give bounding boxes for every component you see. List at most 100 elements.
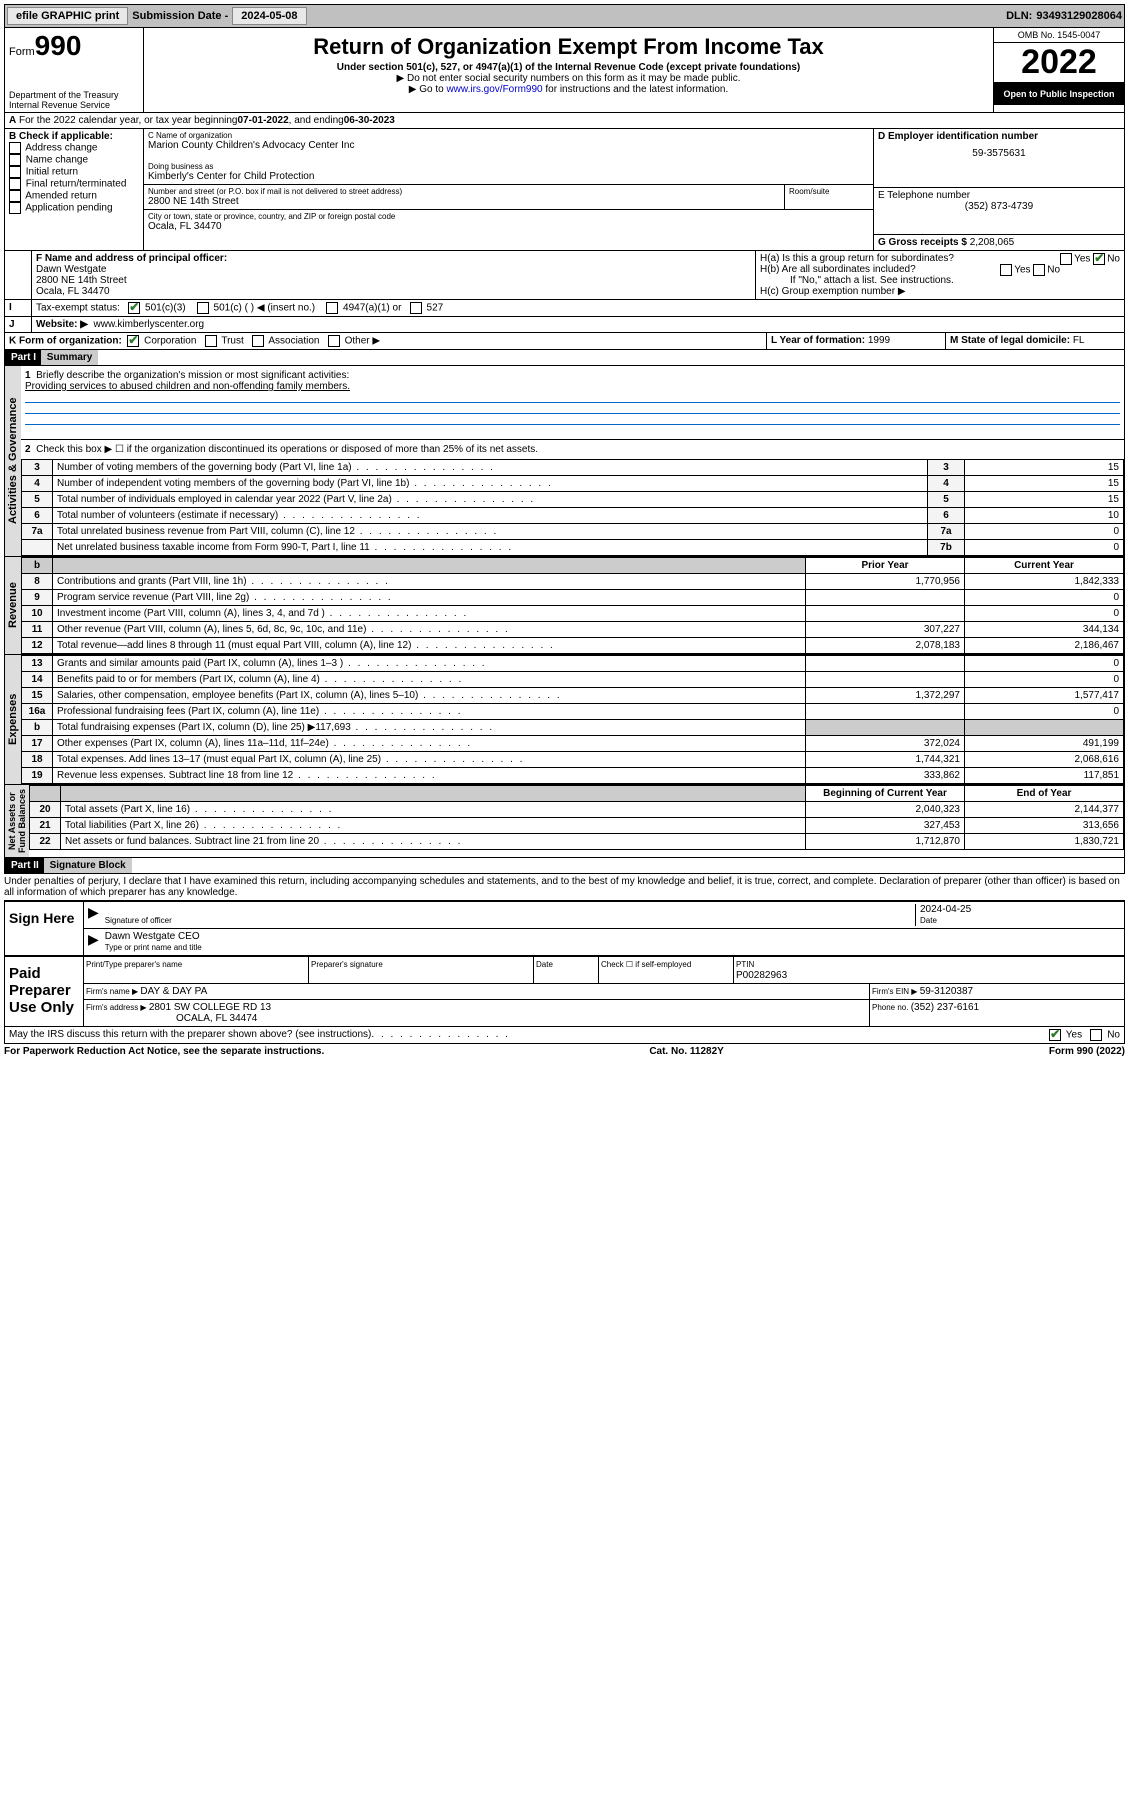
- officer-street: 2800 NE 14th Street: [36, 275, 127, 286]
- hb-no-checkbox[interactable]: [1033, 264, 1045, 276]
- arrow-icon: ▶: [88, 904, 99, 926]
- state-domicile-value: FL: [1073, 335, 1085, 346]
- h-a: H(a) Is this a group return for subordin…: [760, 253, 954, 264]
- form-org-label: K Form of organization:: [9, 336, 122, 347]
- other-checkbox[interactable]: [328, 335, 340, 347]
- state-domicile-label: M State of legal domicile:: [950, 335, 1073, 346]
- dba-label: Doing business as: [148, 162, 869, 171]
- perjury-declaration: Under penalties of perjury, I declare th…: [4, 874, 1125, 900]
- boxb-checkbox[interactable]: [9, 154, 21, 166]
- part-ii-header: Part II: [5, 858, 45, 873]
- sign-here-label: Sign Here: [5, 902, 83, 955]
- dept-treasury: Department of the Treasury Internal Reve…: [9, 90, 139, 110]
- line-a-period: A For the 2022 calendar year, or tax yea…: [4, 113, 1125, 129]
- vlabel-governance: Activities & Governance: [5, 366, 21, 556]
- 527-checkbox[interactable]: [410, 302, 422, 314]
- dln-value: 93493129028064: [1036, 10, 1122, 22]
- form-of-org-row: K Form of organization: Corporation Trus…: [4, 333, 1125, 350]
- signature-block: Sign Here ▶ Signature of officer 2024-04…: [4, 900, 1125, 956]
- arrow-icon: ▶: [88, 931, 99, 953]
- paid-preparer-block: Paid Preparer Use Only Print/Type prepar…: [4, 956, 1125, 1027]
- h-b-note: If "No," attach a list. See instructions…: [760, 275, 1120, 286]
- 501c-checkbox[interactable]: [197, 302, 209, 314]
- may-irs-row: May the IRS discuss this return with the…: [4, 1027, 1125, 1044]
- open-inspection: Open to Public Inspection: [994, 83, 1124, 105]
- efile-print-button[interactable]: efile GRAPHIC print: [7, 7, 128, 25]
- netassets-table: Beginning of Current YearEnd of Year20To…: [29, 785, 1124, 850]
- firm-addr2: OCALA, FL 34474: [176, 1013, 257, 1024]
- entity-block: B Check if applicable: Address change Na…: [4, 129, 1125, 251]
- footer-left: For Paperwork Reduction Act Notice, see …: [4, 1046, 324, 1057]
- note-link: ▶ Go to www.irs.gov/Form990 for instruct…: [148, 84, 989, 95]
- vlabel-revenue: Revenue: [5, 557, 21, 654]
- sig-date: 2024-04-25: [920, 904, 971, 915]
- year-formation-label: L Year of formation:: [771, 335, 868, 346]
- governance-table: 3Number of voting members of the governi…: [21, 459, 1124, 556]
- gross-receipts-value: 2,208,065: [970, 237, 1015, 248]
- part-i-header: Part I: [5, 350, 42, 365]
- form-subtitle: Under section 501(c), 527, or 4947(a)(1)…: [148, 62, 989, 73]
- paid-preparer-label: Paid Preparer Use Only: [5, 957, 83, 1026]
- trust-checkbox[interactable]: [205, 335, 217, 347]
- boxb-checkbox[interactable]: [9, 202, 21, 214]
- revenue-table: bPrior YearCurrent Year8Contributions an…: [21, 557, 1124, 654]
- irs-yes-checkbox[interactable]: [1049, 1029, 1061, 1041]
- 4947-checkbox[interactable]: [326, 302, 338, 314]
- city-label: City or town, state or province, country…: [148, 212, 869, 221]
- top-toolbar: efile GRAPHIC print Submission Date - 20…: [4, 4, 1125, 28]
- irs-link[interactable]: www.irs.gov/Form990: [446, 84, 542, 95]
- website-label: Website: ▶: [36, 319, 88, 330]
- firm-ein: 59-3120387: [920, 986, 973, 997]
- irs-no-checkbox[interactable]: [1090, 1029, 1102, 1041]
- ein-label: D Employer identification number: [878, 131, 1038, 142]
- assoc-checkbox[interactable]: [252, 335, 264, 347]
- tax-year: 2022: [994, 43, 1124, 83]
- hb-yes-checkbox[interactable]: [1000, 264, 1012, 276]
- boxb-checkbox[interactable]: [9, 166, 21, 178]
- note-ssn: ▶ Do not enter social security numbers o…: [148, 73, 989, 84]
- h-c: H(c) Group exemption number ▶: [760, 286, 1120, 297]
- boxb-checkbox[interactable]: [9, 142, 21, 154]
- ein-value: 59-3575631: [878, 148, 1120, 159]
- expenses-table: 13Grants and similar amounts paid (Part …: [21, 655, 1124, 784]
- firm-name: DAY & DAY PA: [140, 986, 207, 997]
- form-number: Form990: [9, 30, 139, 62]
- org-name-label: C Name of organization: [148, 131, 869, 140]
- line2-text: Check this box ▶ ☐ if the organization d…: [36, 444, 538, 455]
- box-b-label: B Check if applicable:: [9, 131, 113, 142]
- footer-mid: Cat. No. 11282Y: [649, 1046, 723, 1057]
- org-name: Marion County Children's Advocacy Center…: [148, 140, 869, 151]
- page-footer: For Paperwork Reduction Act Notice, see …: [4, 1044, 1125, 1057]
- ha-yes-checkbox[interactable]: [1060, 253, 1072, 265]
- line1-label: Briefly describe the organization's miss…: [36, 370, 349, 381]
- website-value: www.kimberlyscenter.org: [94, 319, 205, 330]
- dba-value: Kimberly's Center for Child Protection: [148, 171, 869, 182]
- 501c3-checkbox[interactable]: [128, 302, 140, 314]
- room-label: Room/suite: [789, 187, 869, 196]
- submission-date: 2024-05-08: [232, 7, 306, 25]
- ptin-value: P00282963: [736, 970, 787, 981]
- footer-right: Form 990 (2022): [1049, 1046, 1125, 1057]
- ha-no-checkbox[interactable]: [1093, 253, 1105, 265]
- website-row: J Website: ▶ www.kimberlyscenter.org: [4, 317, 1125, 333]
- officer-city: Ocala, FL 34470: [36, 286, 110, 297]
- city-value: Ocala, FL 34470: [148, 221, 869, 232]
- part-ii-title: Signature Block: [44, 858, 132, 873]
- gross-receipts-label: G Gross receipts $: [878, 237, 970, 248]
- officer-block: F Name and address of principal officer:…: [4, 251, 1125, 300]
- boxb-checkbox[interactable]: [9, 178, 21, 190]
- vlabel-expenses: Expenses: [5, 655, 21, 784]
- dln-label: DLN:: [1006, 10, 1032, 22]
- h-b: H(b) Are all subordinates included?: [760, 264, 916, 275]
- preparer-phone: (352) 237-6161: [911, 1002, 979, 1013]
- officer-name: Dawn Westgate: [36, 264, 106, 275]
- tax-exempt-row: I Tax-exempt status: 501(c)(3) 501(c) ( …: [4, 300, 1125, 317]
- phone-value: (352) 873-4739: [878, 201, 1120, 212]
- corp-checkbox[interactable]: [127, 335, 139, 347]
- mission-text: Providing services to abused children an…: [25, 381, 350, 392]
- form-header: Form990 Department of the Treasury Inter…: [4, 28, 1125, 113]
- boxb-checkbox[interactable]: [9, 190, 21, 202]
- officer-printed-name: Dawn Westgate CEO: [105, 931, 200, 942]
- firm-addr1: 2801 SW COLLEGE RD 13: [149, 1002, 271, 1013]
- omb-number: OMB No. 1545-0047: [994, 28, 1124, 43]
